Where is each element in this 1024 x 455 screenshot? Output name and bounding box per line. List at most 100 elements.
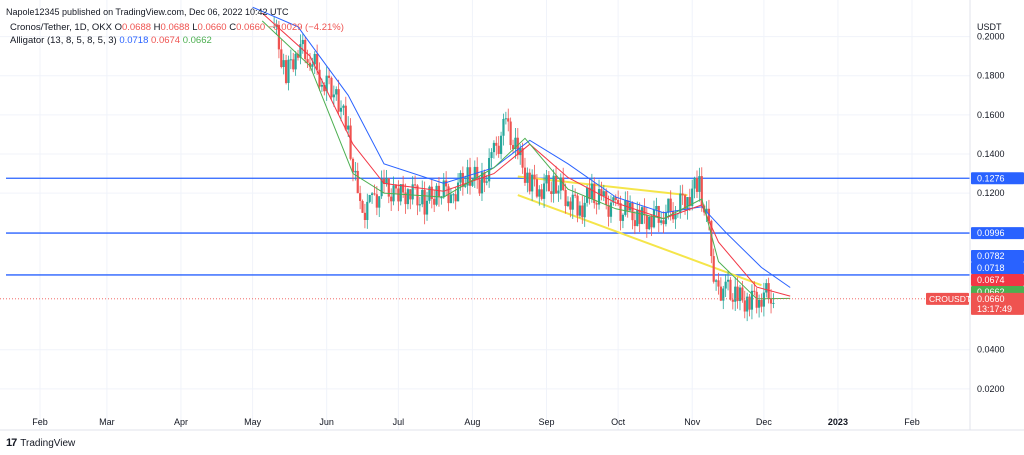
candle-body: [531, 174, 534, 192]
x-tick-label: Jun: [319, 417, 334, 427]
candle-body: [743, 300, 746, 312]
candle-body: [767, 283, 770, 299]
candle-body: [738, 287, 742, 302]
candle-body: [758, 299, 761, 308]
symbol-name: Cronos/Tether, 1D, OKX: [10, 22, 112, 33]
candle-body: [351, 158, 355, 173]
candle-body: [679, 193, 682, 214]
candle-body: [437, 185, 441, 198]
candle-body: [428, 186, 431, 201]
candle-body: [769, 298, 773, 304]
indicator-name: Alligator (13, 8, 5, 8, 5, 3): [10, 35, 117, 46]
candle-body: [497, 145, 500, 154]
candle-body: [731, 299, 734, 302]
candle-body: [693, 177, 696, 189]
candle-body: [538, 189, 541, 197]
candle-body: [710, 220, 713, 257]
candle-body: [402, 184, 405, 193]
candle-body: [664, 212, 668, 225]
candle-body: [655, 205, 658, 210]
candle-body: [609, 202, 613, 217]
candle-body: [736, 286, 739, 302]
y-tick-label: 0.0200: [977, 384, 1005, 394]
indicator-price-tag-label: 0.0662: [977, 287, 1005, 297]
candle-body: [456, 182, 460, 202]
candle-body: [411, 184, 414, 200]
candle-body: [339, 107, 343, 112]
x-tick-label: Oct: [611, 417, 626, 427]
candle-body: [409, 189, 412, 200]
candle-body: [349, 125, 352, 159]
candle-body: [325, 75, 328, 92]
candle-body: [772, 302, 775, 304]
candle-body: [296, 53, 300, 58]
candle-body: [373, 193, 376, 195]
candle-body: [306, 59, 309, 63]
candle-body: [717, 280, 720, 287]
footer-brand: 17 TradingView: [6, 437, 75, 449]
symbol-legend: Cronos/Tether, 1D, OKX O0.0688 H0.0688 L…: [10, 22, 344, 33]
candle-body: [464, 185, 467, 187]
candle-body: [521, 148, 524, 168]
indicator-legend: Alligator (13, 8, 5, 8, 5, 3) 0.0718 0.0…: [10, 35, 212, 46]
candle-body: [674, 214, 677, 220]
candle-body: [342, 105, 345, 108]
countdown-label: 13:17:49: [977, 304, 1012, 314]
y-tick-label: 0.2000: [977, 32, 1005, 42]
candle-body: [478, 179, 481, 194]
price-tags: 0.1276 0.0996 0.0782 0.0718 0.0674 0.06620.06…: [926, 172, 1024, 315]
candle-body: [304, 39, 307, 60]
candle-body: [691, 188, 694, 206]
candle-body: [722, 288, 725, 301]
indicator-price-tag-label: 0.0674: [977, 275, 1005, 285]
y-tick-label: 0.0400: [977, 345, 1005, 355]
candle-body: [554, 175, 558, 194]
candle-body: [657, 205, 660, 223]
candle-body: [526, 172, 529, 183]
alligator-lines: [252, 6, 791, 300]
candle-body: [686, 197, 689, 210]
tradingview-logo-icon: 17: [6, 437, 17, 449]
candle-body: [425, 200, 429, 215]
candle-body: [504, 118, 507, 120]
x-tick-label: Sep: [538, 417, 554, 427]
candle-body: [626, 200, 629, 211]
horizontal-levels[interactable]: [6, 177, 970, 276]
candle-body: [719, 286, 722, 301]
candle-body: [382, 178, 386, 184]
candle-body: [375, 194, 378, 208]
candle-body: [700, 176, 703, 206]
candle-body: [695, 177, 699, 192]
candle-body: [323, 85, 326, 92]
candle-body: [516, 137, 519, 156]
x-tick-label: Jul: [393, 417, 405, 427]
candle-body: [571, 194, 574, 210]
lips-value: 0.0662: [182, 35, 212, 46]
candle-body: [748, 296, 751, 310]
candle-body: [495, 142, 498, 146]
candle-body: [480, 172, 484, 194]
symbol-tag-label: CROUSDT: [929, 294, 971, 304]
candle-body: [440, 197, 443, 199]
jaw-value: 0.0718: [119, 35, 149, 46]
candle-body: [631, 202, 634, 221]
candle-body: [650, 216, 653, 228]
x-axis-ticks: Feb Mar Apr May Jun Jul Aug Sep Oct Nov Dec 2023 Feb: [32, 417, 920, 427]
level-price-tag-label: 0.0996: [977, 228, 1005, 238]
indicator-price-tag: [971, 250, 1024, 262]
candle-body: [359, 193, 362, 201]
candle-body: [442, 180, 445, 198]
candle-body: [316, 53, 319, 70]
candle-body: [600, 189, 603, 197]
candle-body: [394, 185, 398, 189]
candle-body: [590, 183, 593, 199]
change-value: −0.0029 (−4.21%): [267, 22, 344, 33]
candle-body: [332, 94, 335, 98]
candle-body: [327, 75, 331, 78]
candle-body: [698, 176, 701, 192]
candle-body: [421, 189, 424, 205]
x-tick-label: Feb: [904, 417, 920, 427]
chart-grid: [0, 0, 970, 430]
candle-body: [550, 191, 553, 194]
